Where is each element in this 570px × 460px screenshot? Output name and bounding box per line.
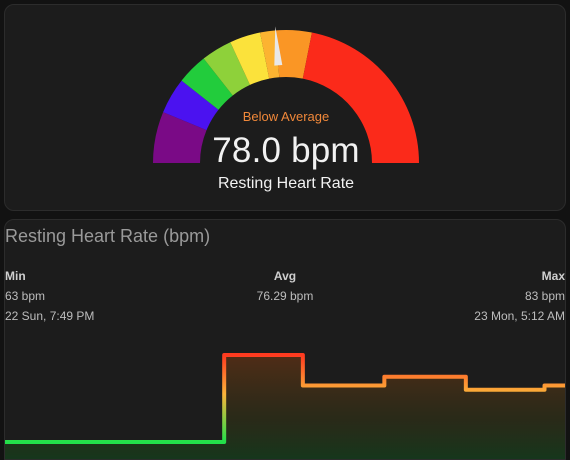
stat-max-label: Max — [541, 269, 565, 283]
gauge-segment — [302, 32, 419, 163]
gauge-segment — [230, 32, 270, 85]
gauge-segment — [260, 30, 280, 79]
gauge-segment — [153, 112, 207, 163]
stat-avg: Avg 76.29 bpm — [205, 266, 365, 306]
stat-min-label: Min — [5, 269, 26, 283]
stat-max-time: 23 Mon, 5:12 AM — [474, 309, 565, 323]
stat-min: Min 63 bpm 22 Sun, 7:49 PM — [5, 266, 94, 326]
graph-title: Resting Heart Rate (bpm) — [5, 226, 211, 246]
stat-max: Max 83 bpm 23 Mon, 5:12 AM — [474, 266, 565, 326]
gauge-severity-label: Below Average — [242, 109, 330, 124]
gauge-name: Resting Heart Rate — [217, 175, 355, 192]
gauge-needle — [274, 26, 283, 66]
gauge-segment — [203, 42, 250, 96]
gauge-card[interactable]: Below Average 78.0 bpm Resting Heart Rat… — [4, 4, 566, 211]
gauge-value: 78.0 bpm — [212, 131, 360, 170]
gauge-segment — [275, 30, 312, 79]
stat-min-value: 63 bpm — [5, 289, 46, 303]
stat-max-value: 83 bpm — [524, 289, 565, 303]
history-graph-card[interactable]: Resting Heart Rate (bpm) Min 63 bpm 22 S… — [4, 219, 566, 460]
gauge-segment — [163, 80, 219, 131]
stat-min-time: 22 Sun, 7:49 PM — [5, 309, 95, 323]
heart-rate-graph — [5, 353, 565, 459]
gauge-dial — [153, 26, 419, 163]
graph-area — [5, 355, 565, 459]
gauge-segment — [181, 58, 233, 110]
graph-series-line — [5, 353, 565, 444]
stat-avg-value: 76.29 bpm — [256, 289, 314, 303]
stat-avg-label: Avg — [273, 269, 297, 283]
